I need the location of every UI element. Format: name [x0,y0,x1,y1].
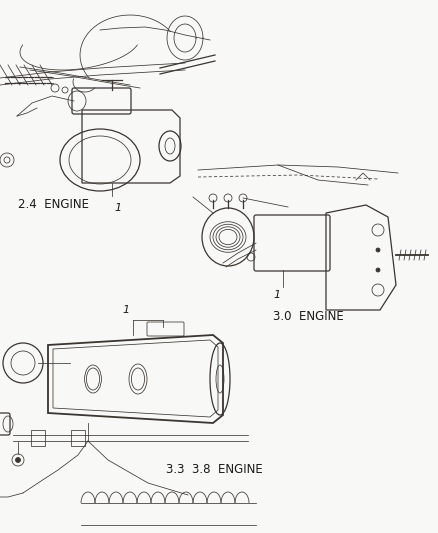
Text: 1: 1 [273,290,280,300]
Circle shape [376,248,380,252]
Text: 3.0  ENGINE: 3.0 ENGINE [273,310,344,323]
Text: 1: 1 [114,203,121,213]
Circle shape [376,268,380,272]
Text: 1: 1 [123,305,130,315]
Text: 2.4  ENGINE: 2.4 ENGINE [18,198,89,211]
Text: 3.3  3.8  ENGINE: 3.3 3.8 ENGINE [166,463,263,476]
Circle shape [15,457,21,463]
